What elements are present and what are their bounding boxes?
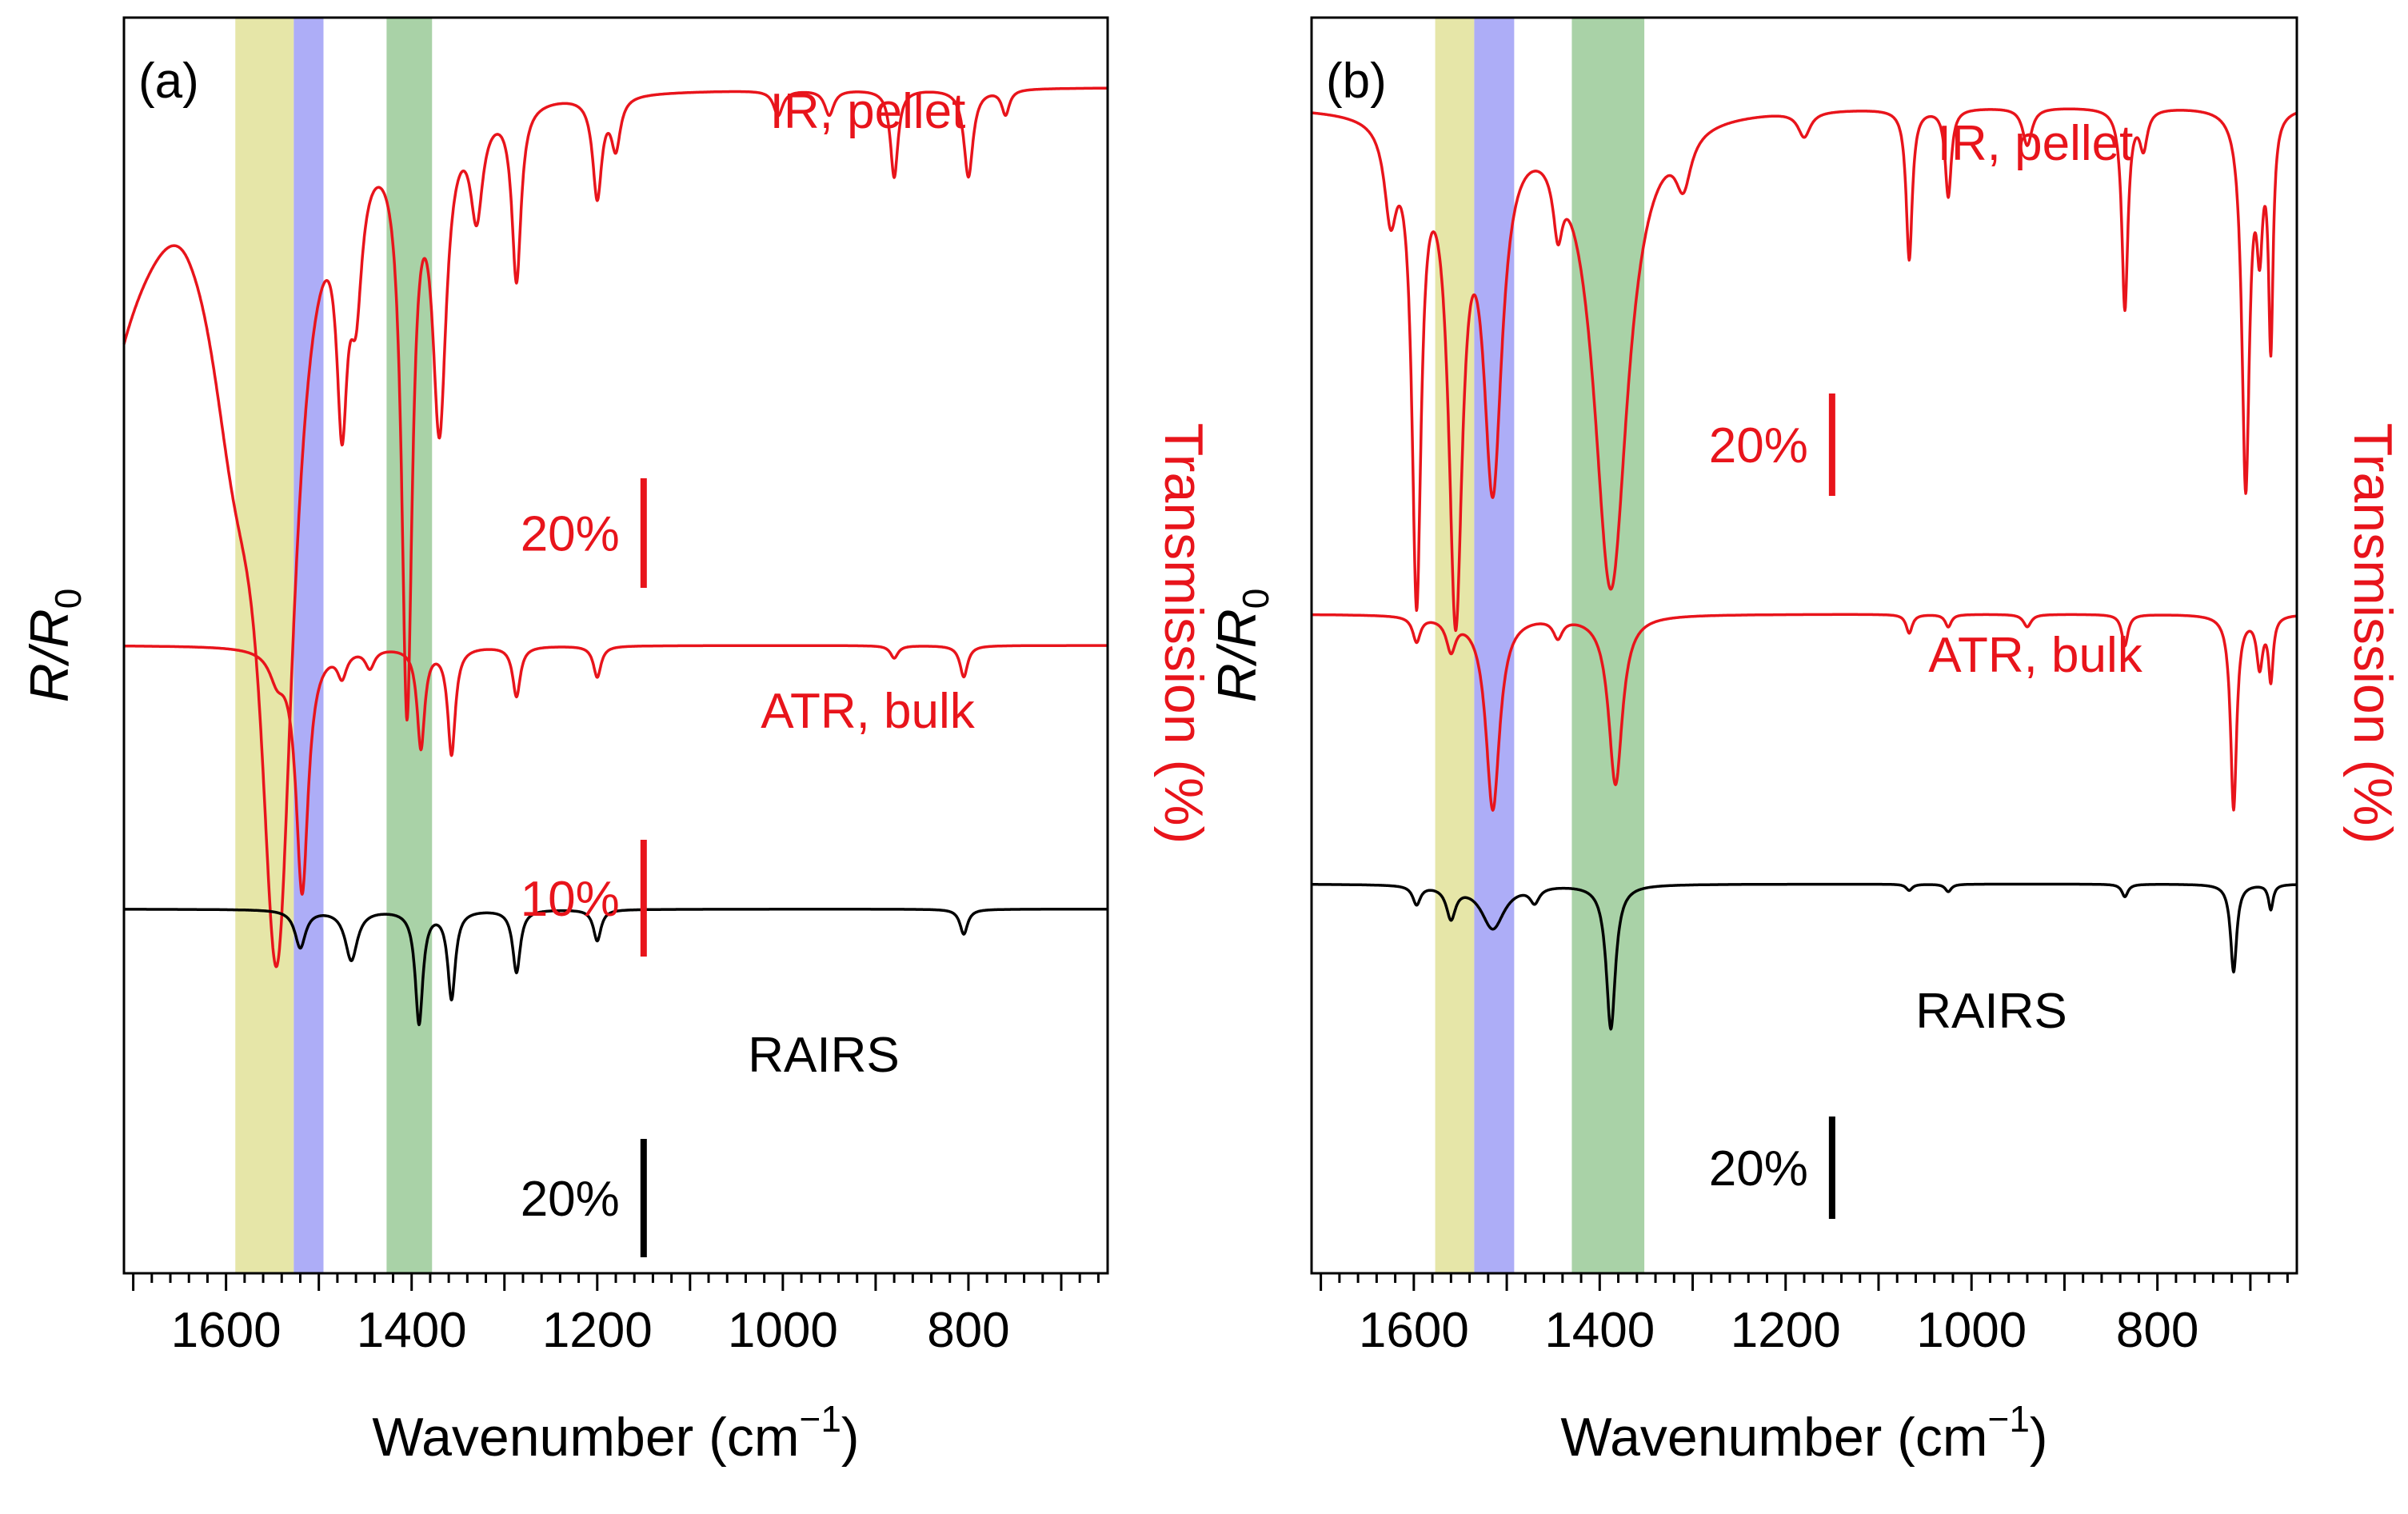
series-line-rairs — [122, 908, 1109, 1027]
x-axis-label: Wavenumber (cm−1) — [372, 1398, 859, 1468]
x-axis-label-close: ) — [841, 1407, 860, 1468]
panel-label: (b) — [1326, 54, 1387, 109]
y-axis-label-left: R/R0 — [1207, 589, 1276, 703]
panel-a: IR, pellet ATR, bulk RAIRS 20% 10% 20% 1600 140… — [19, 16, 1214, 1468]
x-tick-label: 1200 — [1731, 1303, 1841, 1358]
series-line-atr-bulk — [1310, 613, 2298, 812]
panel-label: (a) — [138, 54, 199, 109]
x-tick-label: 1200 — [542, 1303, 653, 1358]
scale-bar-label: 20% — [521, 1172, 620, 1227]
y-label-slash-r: /R — [1207, 609, 1268, 666]
x-axis-label-text: Wavenumber (cm — [1560, 1407, 1987, 1468]
band-blue — [294, 18, 324, 1273]
x-axis-label-close: ) — [2030, 1407, 2048, 1468]
x-axis-label: Wavenumber (cm−1) — [1560, 1398, 2047, 1468]
series-line-atr-bulk — [122, 644, 1109, 896]
series-label: ATR, bulk — [1928, 628, 2143, 683]
series-label: RAIRS — [748, 1028, 899, 1083]
y-label-slash-r: /R — [19, 609, 80, 666]
scale-bar-label: 10% — [521, 872, 620, 927]
y-label-subscript: 0 — [1235, 589, 1276, 609]
x-tick-label: 1000 — [728, 1303, 838, 1358]
x-axis-label-text: Wavenumber (cm — [372, 1407, 799, 1468]
panel-b: IR, pellet ATR, bulk RAIRS 20% 20% 1600 1400 12… — [1207, 16, 2403, 1468]
series-line-rairs — [1310, 882, 2298, 1031]
x-tick-label: 1400 — [1544, 1303, 1655, 1358]
x-tick-label: 1400 — [357, 1303, 467, 1358]
x-tick-label: 1600 — [171, 1303, 282, 1358]
x-tick-label: 1000 — [1916, 1303, 2027, 1358]
series-label: IR, pellet — [770, 84, 966, 139]
series-line-ir-pellet — [1310, 107, 2298, 633]
x-axis-label-superscript: −1 — [1987, 1398, 2029, 1440]
x-tick-label: 1600 — [1359, 1303, 1469, 1358]
y-label-r: R — [1207, 663, 1268, 702]
y-label-subscript: 0 — [47, 589, 89, 609]
scale-bar-label: 20% — [521, 507, 620, 562]
x-tick-label: 800 — [927, 1303, 1009, 1358]
y-axis-label-right: Transmission (%) — [1153, 423, 1214, 844]
x-tick-label: 800 — [2116, 1303, 2198, 1358]
x-axis-label-superscript: −1 — [799, 1398, 841, 1440]
band-blue — [1474, 18, 1515, 1273]
series-label: RAIRS — [1915, 984, 2067, 1039]
band-yellow — [235, 18, 294, 1273]
y-label-r: R — [19, 663, 80, 702]
series-label: ATR, bulk — [761, 684, 976, 739]
y-axis-label-left: R/R0 — [19, 589, 89, 703]
y-axis-label-right: Transmission (%) — [2342, 423, 2403, 844]
scale-bar-label: 20% — [1709, 418, 1808, 473]
series-line-ir-pellet — [122, 86, 1109, 969]
scale-bar-label: 20% — [1709, 1141, 1808, 1196]
series-label: IR, pellet — [1938, 116, 2134, 171]
